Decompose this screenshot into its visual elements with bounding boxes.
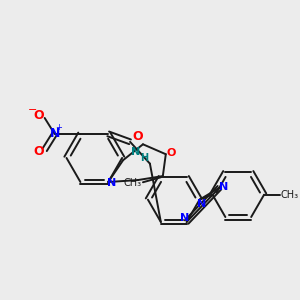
Text: O: O: [133, 130, 143, 143]
Text: −: −: [28, 105, 38, 115]
Text: N: N: [50, 128, 60, 140]
Text: H: H: [140, 153, 148, 163]
Text: +: +: [55, 123, 62, 132]
Text: N: N: [131, 147, 141, 157]
Text: O: O: [33, 110, 44, 122]
Text: O: O: [166, 148, 176, 158]
Text: N: N: [180, 213, 189, 223]
Text: N: N: [219, 182, 228, 192]
Text: O: O: [33, 145, 44, 158]
Text: CH₃: CH₃: [124, 178, 142, 188]
Text: N: N: [197, 199, 206, 208]
Text: CH₃: CH₃: [281, 190, 299, 200]
Text: N: N: [106, 178, 116, 188]
